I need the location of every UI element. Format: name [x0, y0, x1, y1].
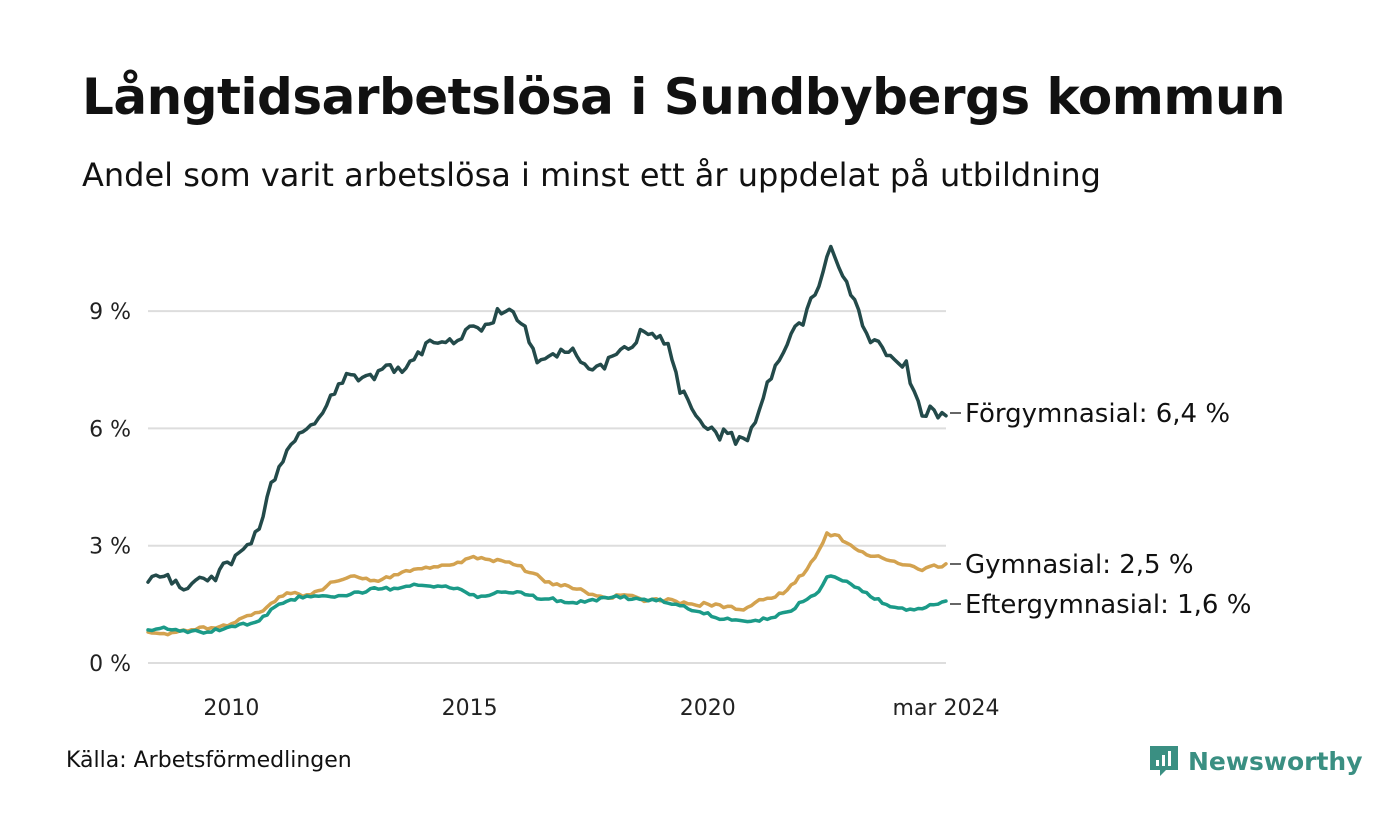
end-label-eftergymnasial: Eftergymnasial: 1,6 %: [965, 590, 1251, 620]
brand-name: Newsworthy: [1188, 746, 1363, 776]
series-line-eftergymnasial: [146, 574, 948, 635]
y-tick-label: 3 %: [89, 535, 131, 560]
chart-title: Långtidsarbetslösa i Sundbybergs kommun: [82, 68, 1286, 126]
end-label-forgymnasial: Förgymnasial: 6,4 %: [965, 399, 1230, 429]
x-tick-label: 2015: [442, 696, 498, 721]
y-tick-label: 9 %: [89, 300, 131, 325]
grid-layer: [148, 310, 946, 664]
x-tick-label: 2020: [680, 696, 736, 721]
y-axis-ticks: 0 % 3 % 6 % 9 %: [89, 300, 131, 677]
series-line-forgymnasial: [146, 244, 948, 592]
y-tick-label: 6 %: [89, 417, 131, 442]
x-tick-label: 2010: [203, 696, 259, 721]
chart-subtitle: Andel som varit arbetslösa i minst ett å…: [82, 156, 1101, 194]
y-tick-label: 0 %: [89, 652, 131, 677]
source-note: Källa: Arbetsförmedlingen: [66, 748, 352, 773]
newsworthy-logo-icon: [1150, 746, 1178, 776]
end-label-gymnasial: Gymnasial: 2,5 %: [965, 550, 1194, 580]
x-axis-ticks: 2010 2015 2020 mar 2024: [203, 696, 999, 721]
series-layer: [146, 244, 948, 637]
x-tick-label: mar 2024: [893, 696, 1000, 721]
end-labels: Förgymnasial: 6,4 % Gymnasial: 2,5 % Efter…: [950, 399, 1251, 620]
brand-logo: Newsworthy: [1148, 744, 1363, 778]
series-line-gymnasial: [146, 531, 948, 637]
